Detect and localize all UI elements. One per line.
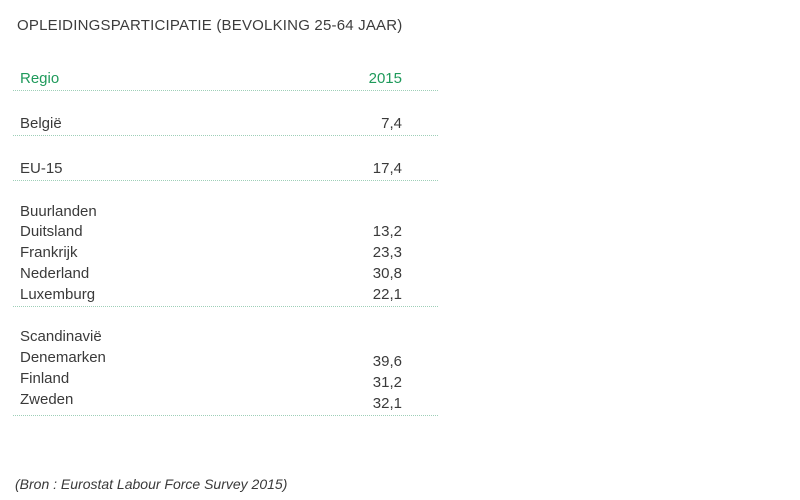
separator	[13, 306, 438, 307]
table-row-eu15: EU-15 17,4	[13, 158, 438, 179]
row-label: Denemarken	[20, 349, 106, 366]
group-heading: Scandinavië	[20, 328, 102, 345]
row-label: EU-15	[20, 160, 63, 177]
table-row: Luxemburg 22,1	[13, 284, 438, 305]
row-value: 39,6	[372, 353, 402, 370]
row-label: Frankrijk	[20, 244, 78, 261]
row-value: 7,4	[381, 115, 402, 132]
table-row-value: 31,2	[13, 372, 438, 393]
table-row: Finland	[13, 368, 438, 389]
row-value: 13,2	[372, 223, 402, 240]
column-header-regio: Regio	[20, 70, 60, 87]
row-label: Zweden	[20, 391, 74, 408]
row-value: 23,3	[372, 244, 402, 261]
table-row-belgie: België 7,4	[13, 113, 438, 134]
row-value: 31,2	[372, 374, 402, 391]
separator	[13, 415, 438, 416]
separator	[13, 180, 438, 181]
table-row: Denemarken	[13, 347, 438, 368]
row-label: Luxemburg	[20, 286, 96, 303]
table-header: Regio 2015	[13, 68, 438, 89]
table-row: Duitsland 13,2	[13, 221, 438, 242]
source-note: (Bron : Eurostat Labour Force Survey 201…	[15, 476, 288, 492]
group-heading-scandinavie: Scandinavië	[13, 326, 438, 347]
separator	[13, 90, 438, 91]
row-value: 30,8	[372, 265, 402, 282]
row-label: Nederland	[20, 265, 90, 282]
row-value: 17,4	[372, 160, 402, 177]
group-heading: Buurlanden	[20, 203, 97, 220]
table-row-value: 39,6	[13, 351, 438, 372]
row-label: Finland	[20, 370, 70, 387]
row-value: 22,1	[372, 286, 402, 303]
row-value: 32,1	[372, 395, 402, 412]
separator	[13, 135, 438, 136]
table-row: Frankrijk 23,3	[13, 242, 438, 263]
table-row-value: 32,1	[13, 393, 438, 414]
row-label: België	[20, 115, 62, 132]
table-row: Zweden	[13, 389, 438, 410]
table-title: OPLEIDINGSPARTICIPATIE (BEVOLKING 25-64 …	[17, 17, 403, 34]
row-label: Duitsland	[20, 223, 83, 240]
table-row: Nederland 30,8	[13, 263, 438, 284]
group-heading-buurlanden: Buurlanden	[13, 201, 438, 222]
column-header-year: 2015	[368, 70, 402, 87]
